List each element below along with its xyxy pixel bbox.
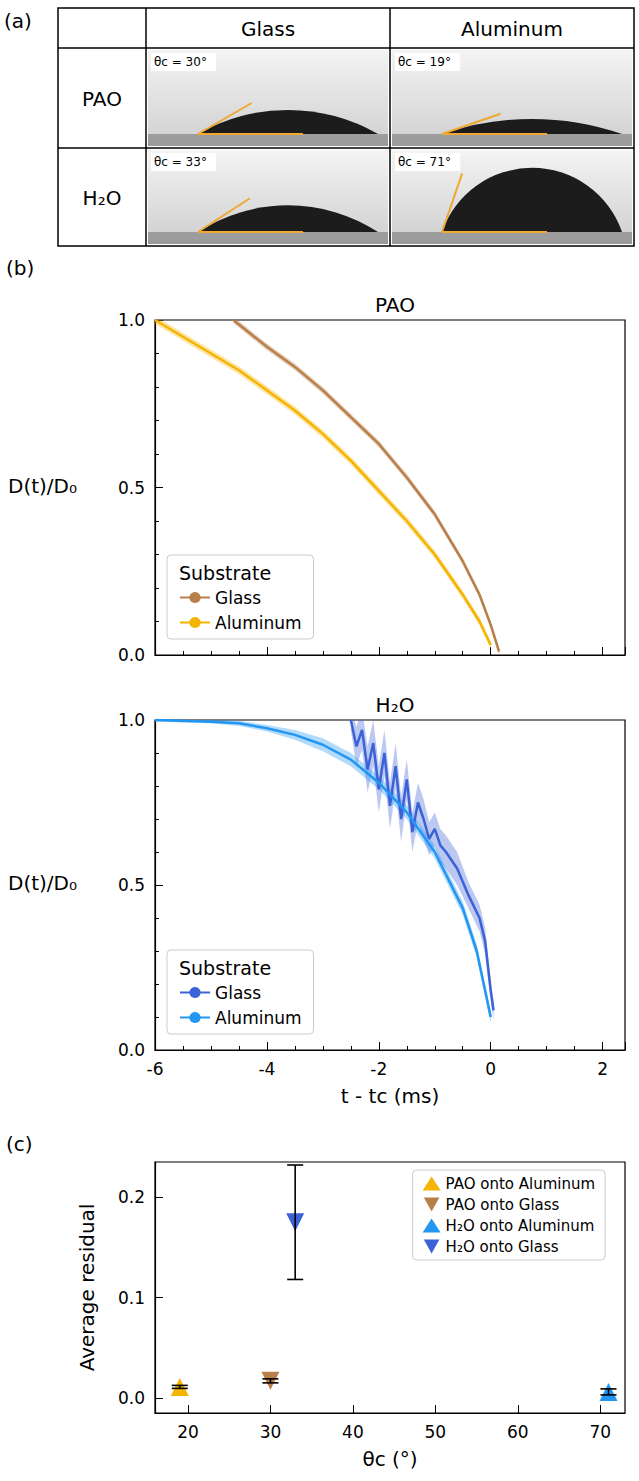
svg-text:30: 30 [260, 1422, 282, 1442]
svg-text:0.2: 0.2 [118, 1187, 145, 1207]
svg-text:0.0: 0.0 [118, 1040, 145, 1060]
svg-text:(a): (a) [4, 9, 32, 33]
svg-text:(c): (c) [6, 1132, 33, 1156]
svg-text:0: 0 [485, 1059, 496, 1079]
svg-text:D(t)/D₀: D(t)/D₀ [8, 474, 77, 498]
svg-text:0.1: 0.1 [118, 1288, 145, 1308]
svg-text:Aluminum: Aluminum [461, 17, 563, 41]
svg-text:Substrate: Substrate [179, 562, 271, 584]
svg-text:PAO onto Aluminum: PAO onto Aluminum [446, 1175, 596, 1193]
svg-text:θc = 33°: θc = 33° [154, 155, 207, 169]
svg-text:θc = 30°: θc = 30° [154, 55, 207, 69]
svg-text:0.0: 0.0 [118, 1388, 145, 1408]
svg-text:Substrate: Substrate [179, 957, 271, 979]
svg-text:0.5: 0.5 [118, 875, 145, 895]
svg-text:θc (°): θc (°) [362, 1447, 417, 1471]
svg-text:0.5: 0.5 [118, 478, 145, 498]
svg-text:1.0: 1.0 [118, 310, 145, 330]
svg-text:-6: -6 [147, 1059, 164, 1079]
svg-text:t - tc (ms): t - tc (ms) [341, 1084, 439, 1108]
svg-text:50: 50 [425, 1422, 447, 1442]
svg-text:2: 2 [597, 1059, 608, 1079]
svg-text:D(t)/D₀: D(t)/D₀ [8, 871, 77, 895]
svg-text:PAO: PAO [82, 87, 122, 111]
svg-text:Average residual: Average residual [75, 1204, 99, 1372]
svg-text:40: 40 [342, 1422, 364, 1442]
svg-text:0.0: 0.0 [118, 645, 145, 665]
svg-text:Aluminum: Aluminum [215, 1008, 302, 1028]
svg-text:H₂O: H₂O [376, 693, 415, 717]
svg-text:PAO: PAO [375, 293, 415, 317]
svg-text:Glass: Glass [215, 588, 261, 608]
svg-text:(b): (b) [6, 256, 34, 280]
svg-text:70: 70 [589, 1422, 611, 1442]
svg-text:Glass: Glass [215, 983, 261, 1003]
svg-text:-2: -2 [370, 1059, 387, 1079]
svg-text:1.0: 1.0 [118, 710, 145, 730]
svg-text:20: 20 [177, 1422, 199, 1442]
svg-text:H₂O: H₂O [83, 186, 122, 210]
svg-text:-4: -4 [258, 1059, 275, 1079]
svg-text:PAO onto Glass: PAO onto Glass [446, 1196, 560, 1214]
svg-text:Aluminum: Aluminum [215, 613, 302, 633]
svg-text:θc = 19°: θc = 19° [398, 55, 451, 69]
svg-text:H₂O onto Glass: H₂O onto Glass [446, 1238, 559, 1256]
svg-text:H₂O onto Aluminum: H₂O onto Aluminum [446, 1217, 595, 1235]
svg-text:60: 60 [507, 1422, 529, 1442]
svg-text:θc = 71°: θc = 71° [398, 155, 451, 169]
svg-text:Glass: Glass [241, 17, 295, 41]
